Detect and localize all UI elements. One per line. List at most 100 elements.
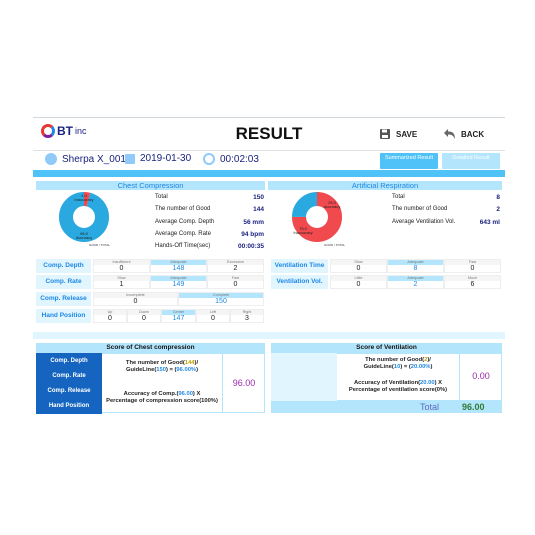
time-fast-value: 0 <box>470 265 475 272</box>
brand-suffix: inc <box>75 126 87 136</box>
hand-right-value: 3 <box>245 315 249 322</box>
comp-percent: 96.00% <box>176 367 197 373</box>
rate-fast-value: 0 <box>233 281 238 288</box>
vent-total-label: Total <box>392 194 405 200</box>
brand-logo: BT inc <box>41 124 87 138</box>
row-vent-time-label: Ventilation Time <box>271 259 328 273</box>
stat-total-value: 150 <box>253 194 264 201</box>
vent-good-value: 2 <box>496 206 500 213</box>
time-slow-value: 0 <box>356 265 361 272</box>
tab-detailed-result[interactable]: Detailed Result <box>442 153 500 169</box>
page-title: RESULT <box>235 124 303 143</box>
release-incomplete-header: Incomplete <box>94 293 177 298</box>
hand-center-value: 147 <box>172 315 185 322</box>
stat-rate-value: 94 bpm <box>241 231 264 238</box>
back-label: BACK <box>461 129 485 139</box>
user-icon <box>45 153 57 165</box>
depth-excessive-cell: Excessive 2 <box>207 259 264 273</box>
time-adequate-cell: Adequate 8 <box>387 259 444 273</box>
total-bar <box>271 401 502 413</box>
stat-rate-label: Average Comp. Rate <box>155 231 211 237</box>
score-comp-value: 96.00 <box>232 378 256 388</box>
ventilation-accuracy-label: Accuracy <box>323 204 341 209</box>
time-adequate-value: 8 <box>413 265 418 272</box>
time-info: 00:02:03 <box>203 153 259 165</box>
comp-f2-text: GuideLine( <box>125 367 157 373</box>
back-button[interactable]: BACK <box>443 128 484 140</box>
stat-depth-label: Average Comp. Depth <box>155 219 215 225</box>
depth-insufficient-cell: Insufficient 0 <box>93 259 150 273</box>
session-time: 00:02:03 <box>220 153 259 165</box>
compression-donut-legend: GOOD / TOTAL <box>89 243 111 247</box>
row-vent-vol-label: Ventilation Vol. <box>271 275 328 289</box>
vol-little-cell: Little 0 <box>330 275 387 289</box>
depth-adequate-cell: Adequate 148 <box>150 259 207 273</box>
vent-f3-text: Accuracy of Ventilation( <box>354 380 421 386</box>
save-button[interactable]: SAVE <box>379 128 417 140</box>
calendar-icon <box>125 153 135 164</box>
depth-insufficient-header: Insufficient <box>94 260 149 265</box>
ventilation-accuracy-slice <box>292 192 342 242</box>
session-date: 2019-01-30 <box>140 153 192 164</box>
comp-f3-text: Accuracy of Comp.( <box>123 391 179 397</box>
stat-handsoff-label: Hands-Off Time(sec) <box>155 243 211 249</box>
stat-handsoff-value: 00:00:35 <box>237 243 264 250</box>
time-adequate-header: Adequate <box>388 260 443 265</box>
compression-accuracy-value: 96.0 <box>80 231 88 236</box>
release-incomplete-value: 0 <box>133 298 138 305</box>
release-complete-cell: Complete 150 <box>178 292 264 306</box>
vol-adequate-cell: Adequate 2 <box>387 275 444 289</box>
time-slow-header: Slow <box>331 260 386 265</box>
vent-f2-tail: ) <box>430 364 433 370</box>
comp-f1-tail: )/ <box>194 360 199 366</box>
score-label-hand: Hand Position <box>36 398 102 414</box>
score-vent-left-shade <box>271 353 337 401</box>
clock-icon <box>203 153 215 165</box>
depth-insufficient-value: 0 <box>119 265 124 272</box>
score-vent-value: 0.00 <box>472 371 490 381</box>
hand-down-value: 0 <box>142 315 146 322</box>
ventilation-inaccuracy-text: 75.0 Inaccuracy <box>291 227 315 235</box>
score-label-depth: Comp. Depth <box>36 353 102 369</box>
score-divider <box>33 332 505 339</box>
session-info-bar: Sherpa X_0016 2019-01-30 00:02:03 Summar… <box>33 150 505 170</box>
compression-accuracy-text: 96.0 Accuracy <box>72 232 96 240</box>
save-label: SAVE <box>396 129 418 139</box>
ventilation-inaccuracy-label: Inaccuracy <box>293 230 313 235</box>
time-fast-header: Fast <box>445 260 500 265</box>
vent-good-count: 2 <box>424 357 428 363</box>
compression-inaccuracy-text: 4.0 Inaccuracy <box>72 194 96 202</box>
vol-little-header: Little <box>331 276 386 281</box>
score-vent-formula-2: Accuracy of Ventilation(20.00) X Percent… <box>338 380 458 394</box>
score-comp-sep <box>222 353 223 413</box>
vent-accuracy: 20.00 <box>420 380 435 386</box>
score-comp-formula-2: Accuracy of Comp.(96.00) X Percentage of… <box>102 391 222 405</box>
rate-slow-value: 1 <box>119 281 124 288</box>
hand-right-header: Right <box>231 310 263 315</box>
hand-up-cell: Up 0 <box>93 309 127 323</box>
rate-adequate-value: 149 <box>172 281 185 288</box>
vent-percent: 20.00% <box>410 364 431 370</box>
score-label-release: Comp. Release <box>36 383 102 399</box>
rate-adequate-header: Adequate <box>151 276 206 281</box>
comp-f1-text: The number of Good( <box>125 360 185 366</box>
depth-adequate-value: 148 <box>172 265 185 272</box>
vol-much-header: Much <box>445 276 500 281</box>
vent-f2-text: GuideLine( <box>363 364 394 370</box>
hand-down-cell: Down 0 <box>127 309 161 323</box>
ventilation-donut-legend: GOOD / TOTAL <box>324 243 346 247</box>
compression-inaccuracy-label: Inaccuracy <box>74 197 94 202</box>
accent-bar <box>33 170 505 177</box>
depth-excessive-header: Excessive <box>208 260 263 265</box>
vent-f2-mid: ) = ( <box>400 364 411 370</box>
score-label-rate: Comp. Rate <box>36 368 102 384</box>
back-arrow-icon <box>444 129 455 139</box>
hand-up-header: Up <box>94 310 126 315</box>
brand-name: BT <box>57 124 73 138</box>
hand-left-cell: Left 0 <box>196 309 230 323</box>
comp-guideline: 150 <box>156 367 166 373</box>
tab-summarized-result[interactable]: Summarized Result <box>380 153 438 169</box>
vent-volume-value: 643 ml <box>479 219 500 226</box>
ventilation-inaccuracy-value: 75.0 <box>299 226 307 231</box>
hand-left-header: Left <box>197 310 229 315</box>
